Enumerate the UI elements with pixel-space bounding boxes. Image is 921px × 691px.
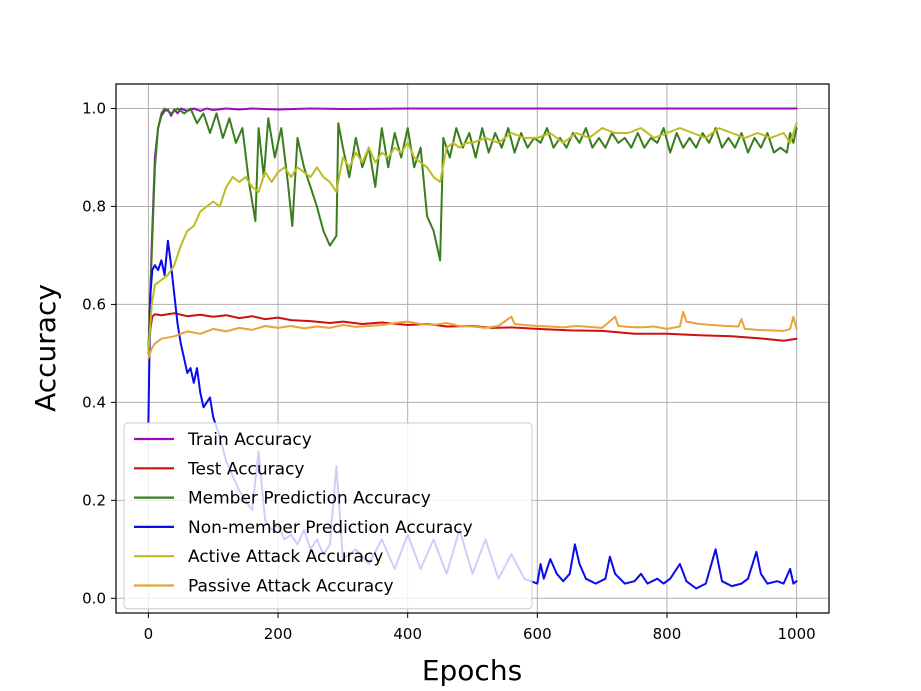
y-tick-label: 0.0 [82, 589, 106, 607]
axis-ticks: 0 200 400 600 800 1000 0.0 0.2 0.4 0.6 0.8 1.0 [82, 99, 816, 643]
legend-box [123, 422, 533, 610]
legend-label: Train Accuracy [187, 430, 312, 450]
y-axis-title: Accuracy [29, 284, 62, 412]
x-tick-label: 800 [653, 625, 682, 643]
series-line-test-accuracy [147, 312, 798, 355]
x-tick-label: 400 [393, 625, 422, 643]
series-line-passive-attack-accuracy [147, 310, 798, 360]
x-axis-title: Epochs [422, 654, 522, 687]
series-line-active-attack-accuracy [147, 122, 798, 355]
x-tick-label: 200 [264, 625, 293, 643]
y-tick-label: 0.8 [82, 197, 106, 215]
plot-frame [115, 83, 830, 614]
y-tick-label: 1.0 [82, 99, 106, 117]
legend-label: Test Accuracy [187, 459, 305, 479]
series-line-member-prediction-accuracy [147, 107, 798, 355]
legend-label: Member Prediction Accuracy [188, 489, 431, 509]
series-line-train-accuracy [147, 107, 798, 355]
legend-label: Active Attack Accuracy [188, 547, 383, 567]
y-tick-label: 0.2 [82, 491, 106, 509]
x-tick-label: 0 [144, 625, 154, 643]
legend-label: Passive Attack Accuracy [188, 577, 394, 597]
legend: Train Accuracy Test Accuracy Member Predic… [123, 422, 533, 610]
y-tick-label: 0.6 [82, 295, 106, 313]
x-tick-label: 600 [523, 625, 552, 643]
x-tick-label: 1000 [777, 625, 815, 643]
legend-label: Non-member Prediction Accuracy [188, 518, 473, 538]
y-tick-label: 0.4 [82, 393, 106, 411]
